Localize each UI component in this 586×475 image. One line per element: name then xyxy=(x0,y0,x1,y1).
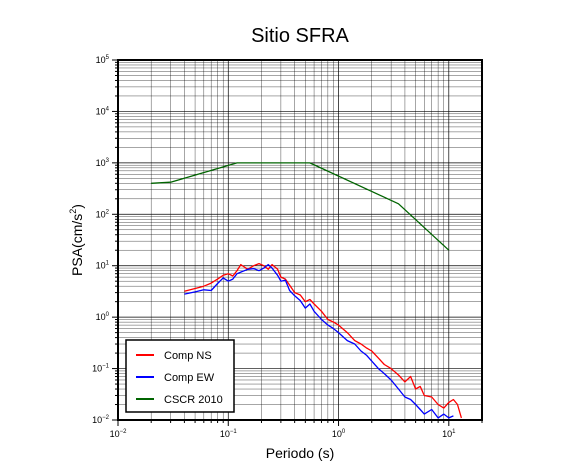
series-layer xyxy=(151,162,463,419)
x-tick-label: 10−2 xyxy=(110,429,128,439)
series-line-comp-ew xyxy=(184,263,454,419)
legend-label-comp-ew: Comp EW xyxy=(164,372,215,384)
x-tick-label: 10−1 xyxy=(220,429,238,439)
y-tick-label: 100 xyxy=(96,312,110,322)
y-axis-title-superscript: 2 xyxy=(68,209,78,214)
axis-ticks xyxy=(112,59,483,426)
chart-title: Sitio SFRA xyxy=(251,25,349,47)
y-tick-label: 104 xyxy=(96,106,110,116)
y-tick-label: 103 xyxy=(96,158,110,168)
x-tick-label: 101 xyxy=(442,429,456,439)
y-tick-label: 10−2 xyxy=(92,415,110,425)
x-tick-labels: 10−2 10−1 100 101 xyxy=(110,429,457,439)
y-axis-title-base: PSA(cm/s xyxy=(69,214,85,276)
y-tick-labels: 10−2 10−1 100 101 102 103 104 105 xyxy=(92,55,110,425)
y-axis-title-end: ) xyxy=(69,204,85,209)
y-tick-label: 105 xyxy=(96,55,110,65)
y-tick-label: 10−1 xyxy=(92,364,110,374)
legend-label-comp-ns: Comp NS xyxy=(164,350,212,362)
plot-frame xyxy=(117,59,483,421)
y-tick-label: 101 xyxy=(96,261,110,271)
series-line-cscr-2010 xyxy=(151,162,450,251)
y-axis-title: PSA(cm/s2) xyxy=(68,204,85,276)
series-line-comp-ns xyxy=(184,262,463,419)
y-tick-label: 102 xyxy=(96,209,110,219)
x-tick-label: 100 xyxy=(332,429,346,439)
x-axis-title: Periodo (s) xyxy=(266,445,334,461)
legend: Comp NS Comp EW CSCR 2010 xyxy=(125,339,235,413)
legend-label-cscr-2010: CSCR 2010 xyxy=(164,394,223,406)
